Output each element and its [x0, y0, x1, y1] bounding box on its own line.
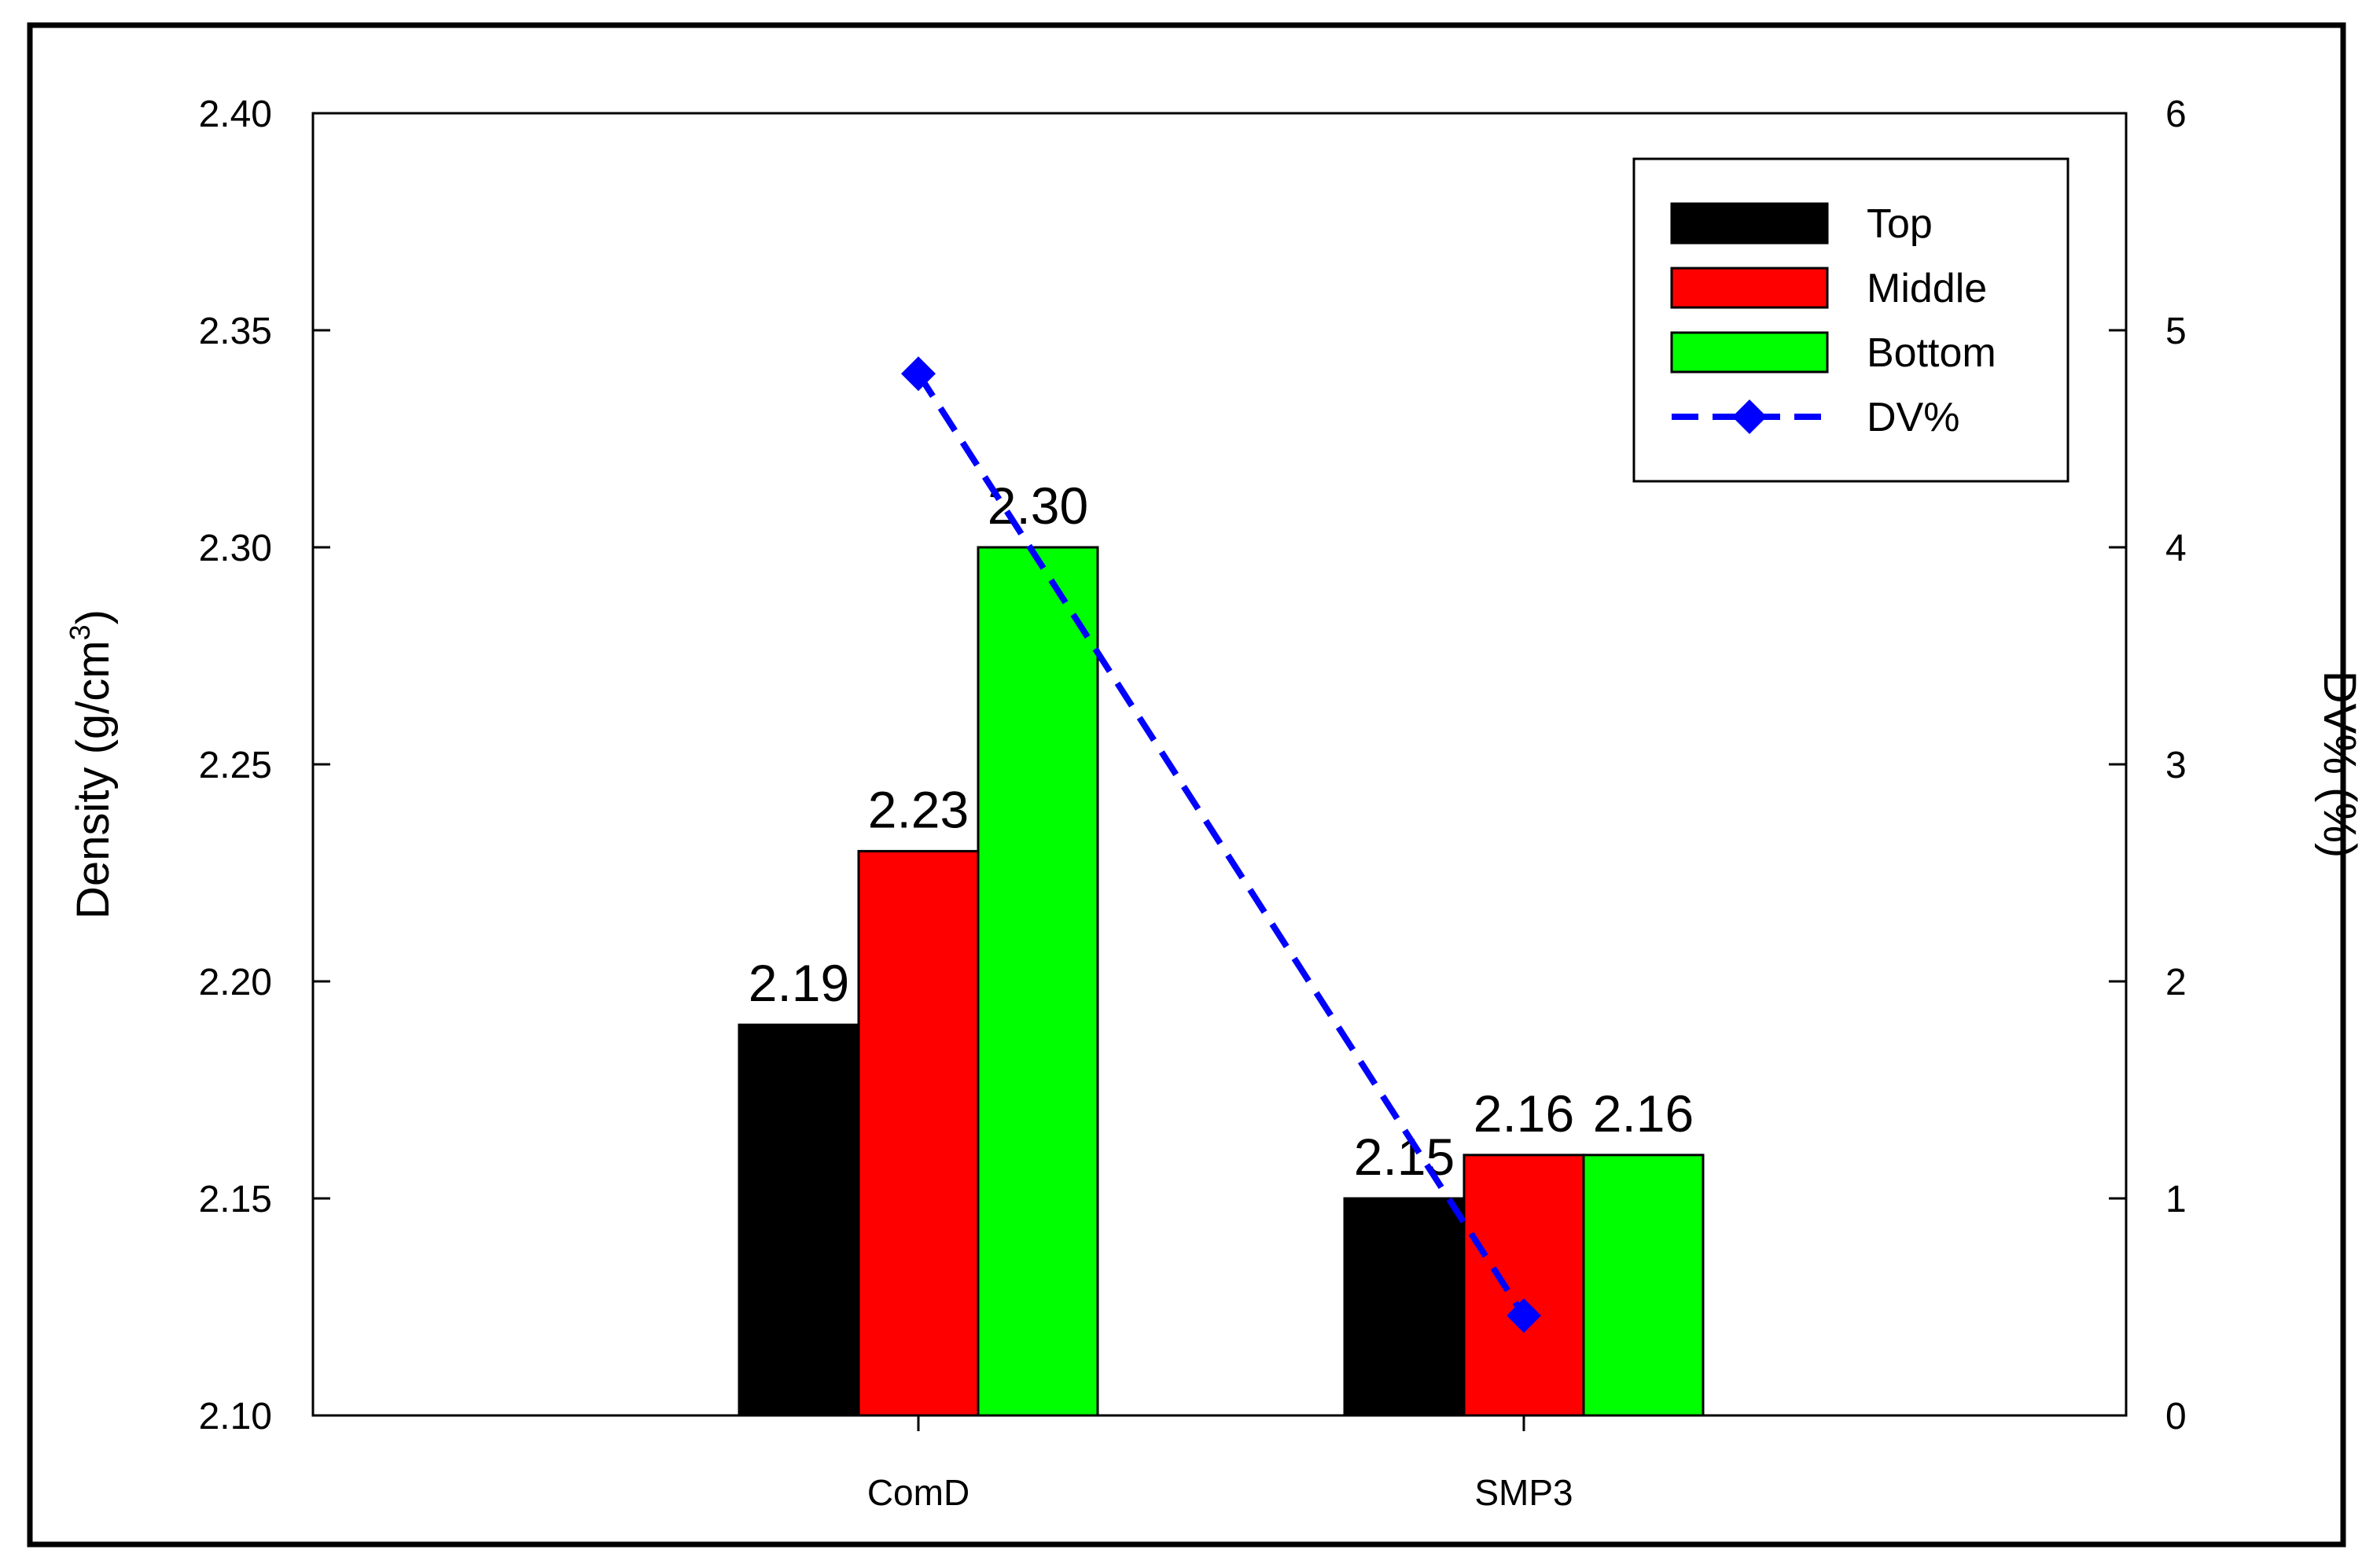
data-label: 2.19 — [749, 954, 849, 1012]
bar-bottom — [977, 546, 1099, 1417]
left-axis-tick-label: 2.15 — [199, 1179, 272, 1220]
left-axis-title: Density (g/cm3) — [64, 609, 119, 919]
right-axis-ticks: 0 1 2 3 4 5 6 — [2109, 94, 2187, 1437]
data-label: 2.15 — [1354, 1128, 1455, 1186]
right-axis-tick-label: 3 — [2165, 745, 2187, 786]
data-label: 2.23 — [868, 780, 969, 838]
legend-label: Bottom — [1867, 330, 1996, 376]
legend-swatch-bottom — [1670, 331, 1829, 374]
legend-label: Middle — [1867, 266, 1987, 311]
left-axis-tick-label: 2.25 — [199, 745, 272, 786]
right-axis-tick-label: 1 — [2165, 1179, 2187, 1220]
data-label: 2.16 — [1593, 1084, 1694, 1143]
left-axis-tick-label: 2.35 — [199, 311, 272, 352]
bar-top — [738, 1023, 860, 1417]
legend-label: DV% — [1867, 395, 1959, 440]
left-axis-ticks: 2.10 2.15 2.20 2.25 2.30 2.35 2.40 — [199, 94, 330, 1437]
dv-line-series — [901, 356, 1541, 1334]
right-axis-title: DV% (%) — [2314, 671, 2362, 858]
bar-middle — [857, 849, 980, 1417]
dv-line — [915, 372, 1527, 1318]
legend: Top Middle Bottom DV% — [1632, 157, 2070, 483]
left-axis-tick-label: 2.20 — [199, 962, 272, 1003]
right-axis-tick-label: 4 — [2165, 528, 2187, 569]
legend-label: Top — [1867, 201, 1933, 247]
right-axis-tick-label: 0 — [2165, 1396, 2187, 1437]
dv-marker — [1507, 1298, 1541, 1334]
left-axis-tick-label: 2.40 — [199, 94, 272, 135]
right-axis-tick-label: 5 — [2165, 311, 2187, 352]
right-axis-tick-label: 6 — [2165, 94, 2187, 135]
dv-marker — [901, 356, 936, 392]
legend-swatch-top — [1670, 202, 1829, 245]
bar-top — [1343, 1197, 1466, 1417]
category-label: SMP3 — [1474, 1472, 1573, 1513]
category-label: ComD — [867, 1472, 969, 1513]
data-label: 2.30 — [988, 477, 1088, 535]
data-label: 2.16 — [1473, 1084, 1574, 1143]
left-axis-tick-label: 2.30 — [199, 528, 272, 569]
bar-series-group — [738, 546, 1705, 1417]
category-axis-ticks: ComD SMP3 — [867, 1415, 1573, 1513]
right-axis-tick-label: 2 — [2165, 962, 2187, 1003]
left-axis-tick-label: 2.10 — [199, 1396, 272, 1437]
bar-bottom — [1582, 1154, 1705, 1417]
legend-swatch-middle — [1670, 267, 1829, 309]
legend-marker-dv — [1732, 399, 1767, 434]
bar-middle — [1462, 1154, 1585, 1417]
data-labels-group: 2.19 2.23 2.30 2.15 2.16 2.16 — [749, 477, 1694, 1186]
